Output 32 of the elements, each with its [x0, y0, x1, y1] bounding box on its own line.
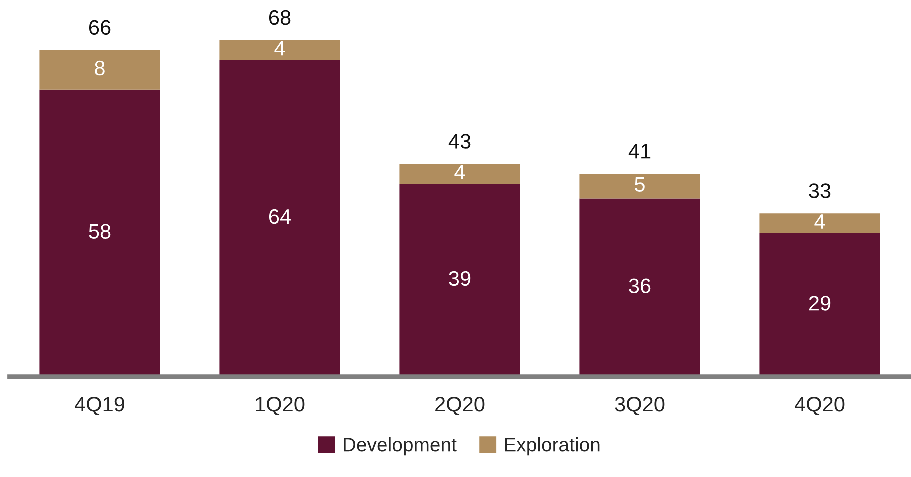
data-label: 39 [449, 271, 471, 286]
bar [580, 174, 700, 199]
x-tick-label: 4Q20 [795, 396, 845, 416]
total-label: 33 [809, 184, 831, 198]
data-label: 5 [635, 177, 645, 192]
bar [580, 198, 700, 377]
data-label: 58 [89, 224, 111, 240]
bar [220, 40, 340, 60]
data-label: 64 [269, 209, 291, 224]
bar [40, 90, 160, 377]
x-tick-label: 2Q20 [436, 396, 485, 416]
legend-label: Exploration [505, 437, 600, 456]
data-label: 4 [274, 41, 286, 56]
total-label: 66 [89, 20, 111, 36]
bar [400, 184, 520, 377]
bar [220, 60, 340, 377]
data-label: 8 [95, 60, 105, 76]
bar [40, 50, 160, 90]
x-tick-label: 4Q19 [75, 396, 124, 416]
bar [760, 214, 880, 234]
total-label: 43 [448, 134, 471, 149]
total-label: 41 [628, 144, 651, 159]
x-tick-label: 1Q20 [256, 396, 305, 416]
data-label: 4 [814, 214, 826, 229]
data-label: 4 [454, 165, 466, 180]
x-tick-label: 3Q20 [615, 396, 665, 416]
data-label: 29 [809, 296, 831, 311]
legend-label: Development [344, 437, 457, 456]
data-label: 36 [629, 278, 651, 294]
bar [400, 164, 520, 184]
bar [760, 233, 880, 377]
total-label: 68 [269, 10, 291, 26]
